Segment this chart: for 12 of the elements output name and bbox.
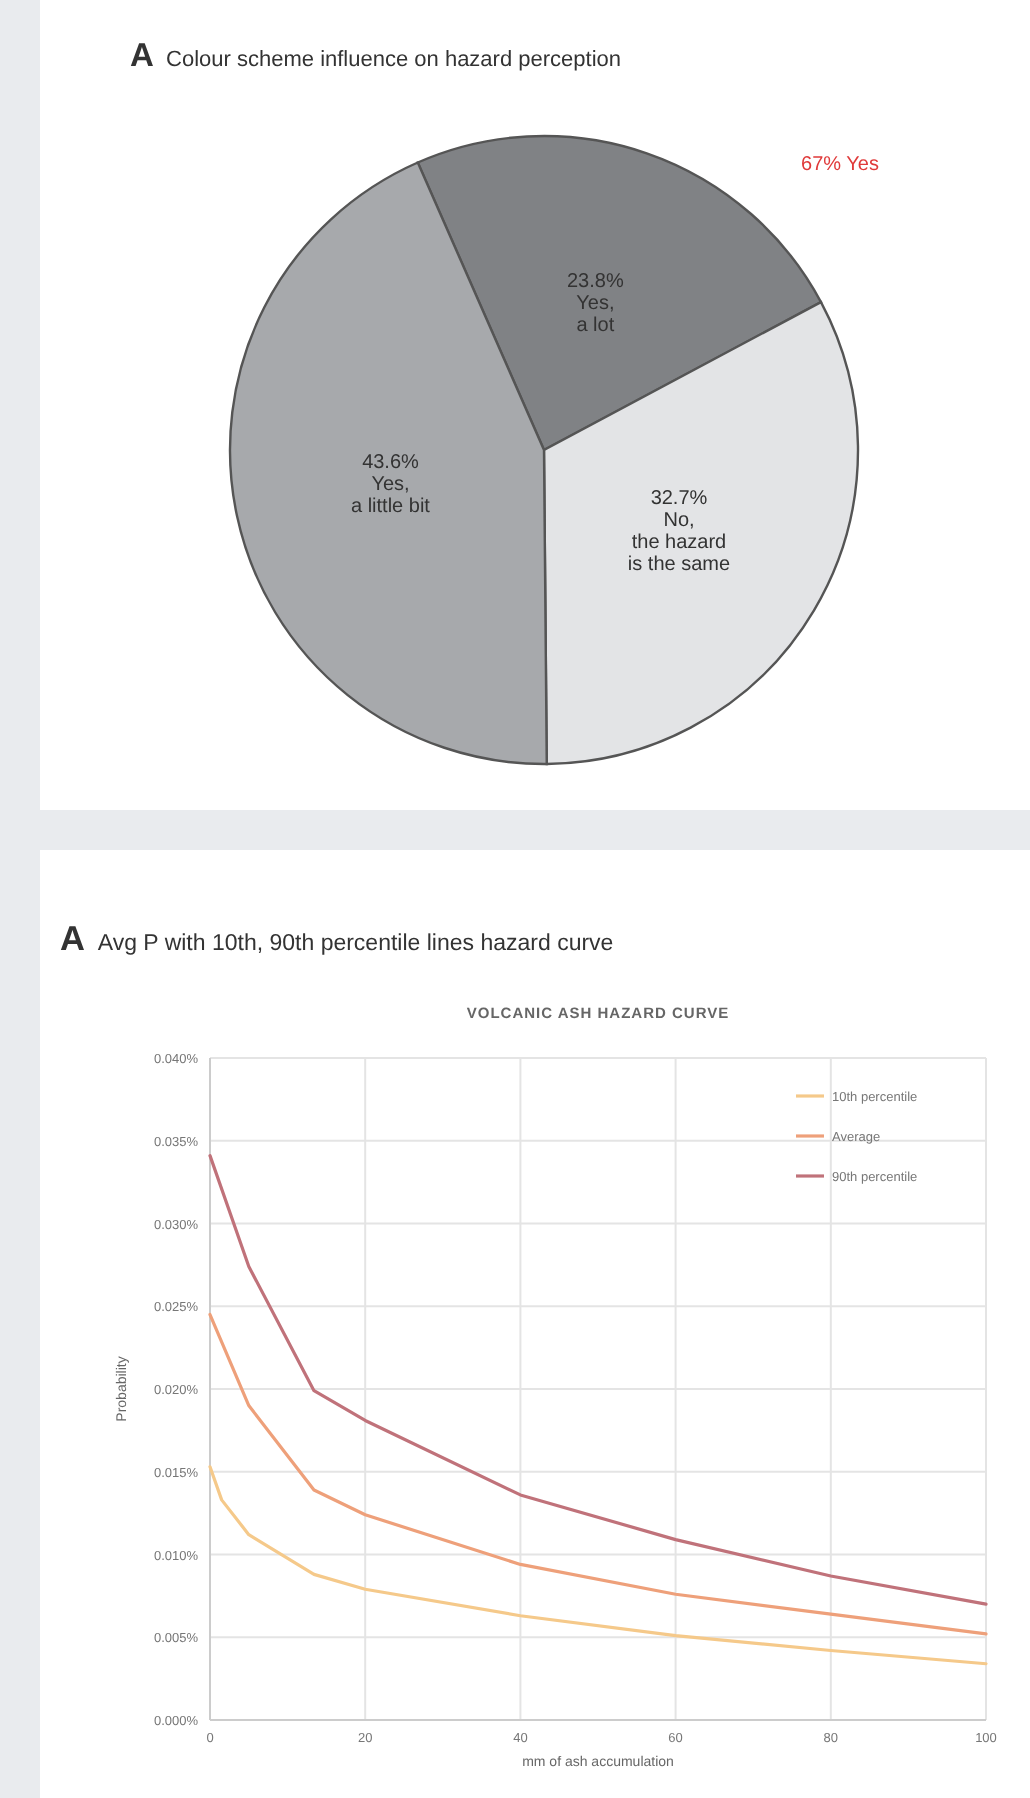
slice-label: Yes, a lot <box>576 292 615 337</box>
line-series <box>208 1465 988 1666</box>
line-series <box>208 1154 988 1606</box>
chart-title: A Colour scheme influence on hazard perception <box>130 38 622 74</box>
chart-title: A Avg P with 10th, 90th percentile lines hazard curve <box>60 918 614 958</box>
data-label: 43.6% <box>362 451 420 474</box>
slice-label: No, the hazard is the same <box>627 510 731 577</box>
line-series <box>208 1312 988 1636</box>
text: 67% Yes <box>801 154 879 176</box>
data-label: 23.8% <box>567 270 624 293</box>
data-label: 32.7% <box>650 488 708 511</box>
slice-label: Yes, a little bit <box>351 473 431 518</box>
